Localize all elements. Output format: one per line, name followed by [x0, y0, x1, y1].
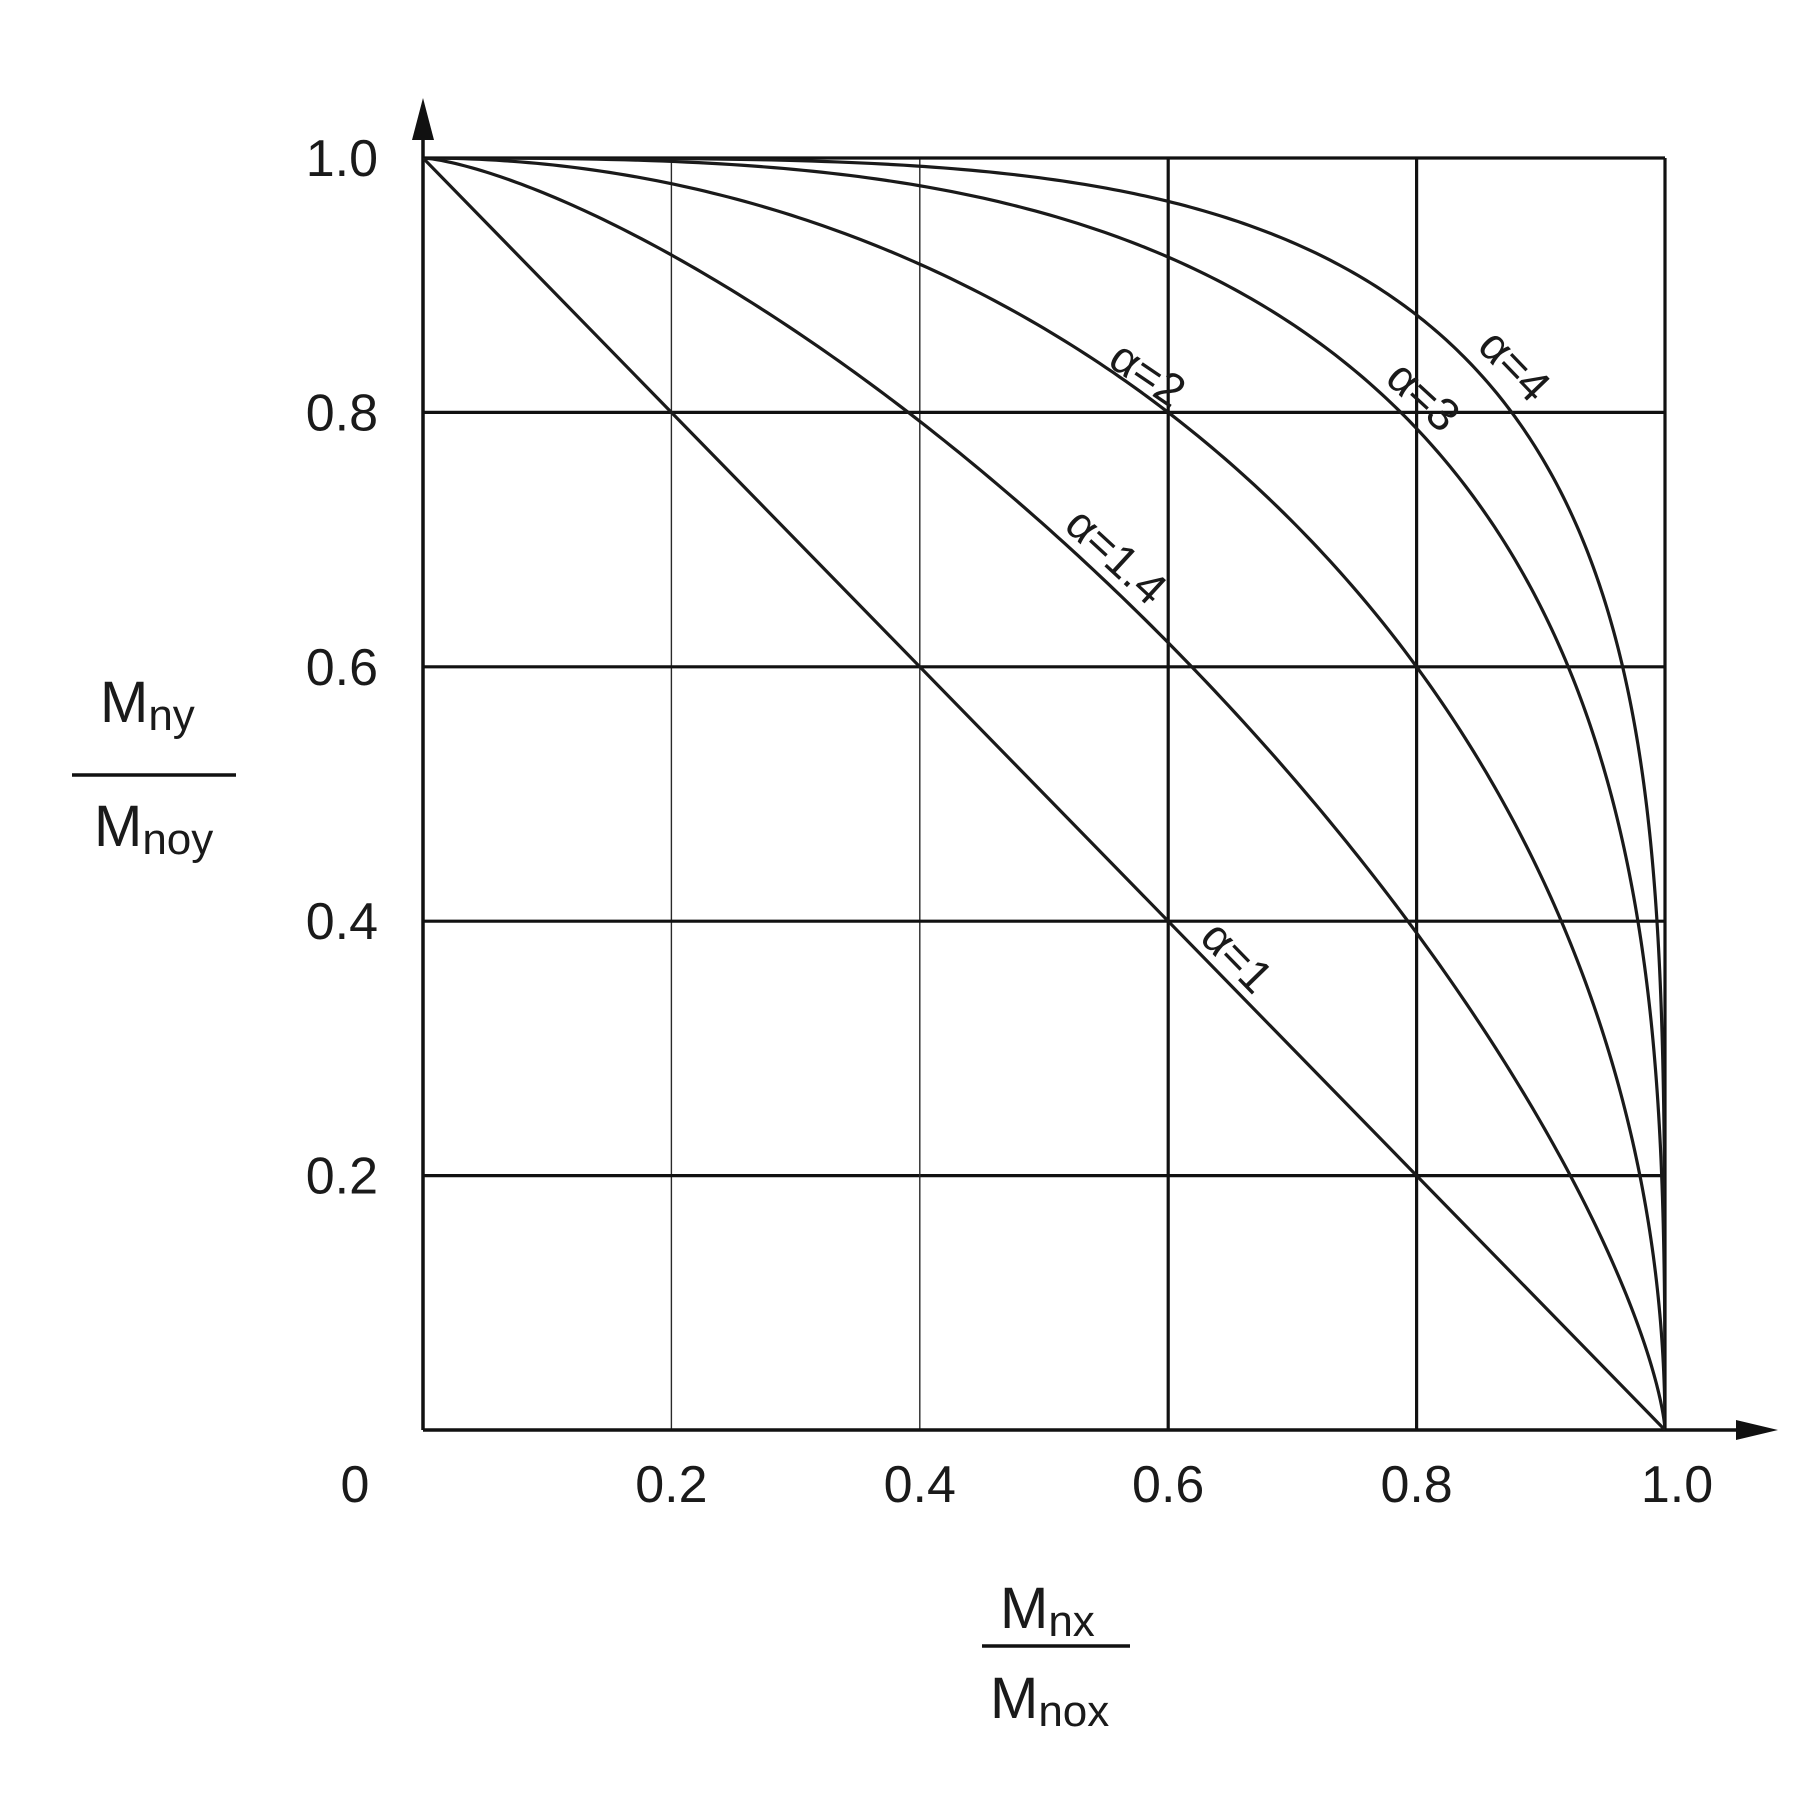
y-tick-label: 0.2	[306, 1148, 378, 1206]
x-label-denominator: M	[990, 1666, 1038, 1731]
series-line-alpha-4	[423, 158, 1665, 1430]
x-tick-label: 0.2	[635, 1456, 707, 1514]
axes	[412, 98, 1778, 1440]
x-tick-label: 0.6	[1132, 1456, 1204, 1514]
tick-labels: 0 0.2 0.4 0.6 0.8 1.0 0.2 0.4 0.6 0.8 1.0	[306, 130, 1713, 1514]
x-label-denominator-sub: nox	[1038, 1687, 1109, 1736]
y-label-denominator-sub: noy	[142, 815, 213, 864]
series-line-alpha-3	[423, 158, 1665, 1430]
x-tick-label: 0.4	[884, 1456, 956, 1514]
y-label-numerator-sub: ny	[148, 691, 194, 740]
curves	[423, 158, 1665, 1430]
svg-text:Mnoy: Mnoy	[94, 794, 213, 864]
curve-label-alpha-2: α=2	[1101, 330, 1196, 417]
y-axis-arrow	[412, 98, 434, 140]
series-line-alpha-1-4	[423, 158, 1665, 1430]
y-tick-label: 1.0	[306, 130, 378, 188]
curve-label-alpha-3: α=3	[1377, 350, 1470, 442]
x-label-numerator: M	[1000, 1576, 1048, 1641]
curve-label-alpha-1: α=1	[1191, 910, 1283, 1003]
svg-text:Mnx: Mnx	[1000, 1576, 1095, 1646]
y-label-numerator: M	[100, 670, 148, 735]
svg-text:Mny: Mny	[100, 670, 195, 740]
x-label-numerator-sub: nx	[1048, 1597, 1094, 1646]
svg-text:Mnox: Mnox	[990, 1666, 1109, 1736]
x-axis-arrow	[1736, 1420, 1778, 1440]
x-tick-label: 0.8	[1380, 1456, 1452, 1514]
y-label-denominator: M	[94, 794, 142, 859]
y-tick-label: 0.8	[306, 384, 378, 442]
y-tick-label: 0.6	[306, 639, 378, 697]
series-line-alpha-2	[423, 158, 1665, 1430]
y-axis-label: Mny Mnoy	[72, 670, 236, 864]
y-tick-label: 0.4	[306, 893, 378, 951]
curve-label-alpha-1-4: α=1.4	[1056, 497, 1178, 615]
curve-labels: α=1 α=1.4 α=2 α=3α=4	[1056, 319, 1561, 1003]
curve-label-alpha-4: α=4	[1469, 319, 1561, 412]
series-line-alpha-1	[423, 158, 1665, 1430]
origin-label: 0	[341, 1456, 370, 1514]
x-tick-label: 1.0	[1641, 1456, 1713, 1514]
x-axis-label: Mnx Mnox	[982, 1576, 1130, 1736]
